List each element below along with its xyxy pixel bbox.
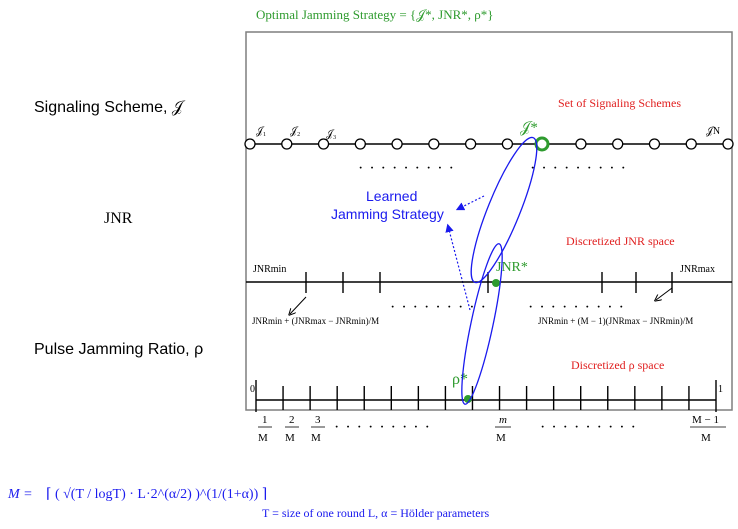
scheme-circle <box>354 138 366 150</box>
strategy-ellipse-lower <box>461 243 503 405</box>
jnr-ticks <box>305 272 673 293</box>
rho-frac-last-den: M <box>701 432 711 444</box>
pulse-jamming-ratio-label: Pulse Jamming Ratio, ρ <box>34 341 203 358</box>
optimal-jnr-label: JNR* <box>496 260 528 275</box>
rho-fraction-2: 2 M <box>285 414 299 444</box>
rho-frac-m-num: m <box>499 414 507 426</box>
rho-dots-right: · · · · · · · · · <box>540 419 637 436</box>
strategy-space-box <box>245 31 733 411</box>
signaling-scheme-label: Signaling Scheme, 𝒥 <box>34 99 186 116</box>
scheme-label-3: 𝒥₃ <box>326 129 336 140</box>
rho-start-label: 0 <box>250 384 255 395</box>
jnr-max-label: JNRmax <box>680 264 715 275</box>
optimal-rho-label: ρ* <box>452 371 468 388</box>
scheme-label-1: 𝒥₁ <box>256 126 266 137</box>
scheme-circle <box>685 138 697 150</box>
jnr-right-arrow <box>656 287 673 300</box>
rho-fraction-3: 3 M <box>311 414 325 444</box>
optimal-rho-marker <box>464 395 472 403</box>
jnr-first-step-formula: JNRmin + (JNRmax − JNRmin)/M <box>252 316 379 326</box>
scheme-label-2: 𝒥₂ <box>290 126 300 137</box>
jnr-label: JNR <box>104 210 133 227</box>
jnr-left-arrow <box>290 296 307 314</box>
optimal-scheme-marker <box>534 136 550 152</box>
rho-frac-2-num: 2 <box>289 414 295 426</box>
scheme-dots: · · · · · · · · · <box>358 160 455 177</box>
rho-fraction-1: 1 M <box>258 414 272 444</box>
rho-fraction-m: m M <box>495 414 511 444</box>
scheme-circle <box>612 138 624 150</box>
diagram-title: Optimal Jamming Strategy = {𝒥*, JNR*, ρ*… <box>256 7 493 22</box>
rho-frac-2-den: M <box>285 432 295 444</box>
rho-frac-last-num: M − 1 <box>692 414 719 426</box>
scheme-circle <box>244 138 256 150</box>
learned-label-line2: Jamming Strategy <box>331 206 444 222</box>
formula-note: T = size of one round L, α = Hölder para… <box>262 506 490 520</box>
scheme-circle <box>317 138 330 150</box>
scheme-circle <box>575 138 587 150</box>
rho-dots-left: · · · · · · · · · <box>334 419 431 436</box>
jnr-min-label: JNRmin <box>253 264 286 275</box>
jnr-space-label: Discretized JNR space <box>566 234 675 248</box>
scheme-dots-right: · · · · · · · · · <box>530 160 627 177</box>
rho-frac-m-den: M <box>496 432 506 444</box>
rho-frac-1-num: 1 <box>262 414 268 426</box>
scheme-circles <box>244 138 734 150</box>
rho-frac-1-den: M <box>258 432 268 444</box>
jnr-dots-right: · · · · · · · · · <box>528 299 625 316</box>
rho-space-label: Discretized ρ space <box>571 358 664 372</box>
scheme-circle <box>501 138 514 150</box>
set-of-schemes-label: Set of Signaling Schemes <box>558 96 681 110</box>
scheme-circle <box>391 138 403 150</box>
jnr-last-step-formula: JNRmin + (M − 1)(JNRmax − JNRmin)/M <box>538 316 693 326</box>
optimal-scheme-label: 𝒥* <box>520 120 538 136</box>
scheme-circle <box>648 138 661 150</box>
learned-arrow-rho <box>445 223 471 311</box>
scheme-label-last: 𝒥N <box>706 126 720 137</box>
jnr-dots-left: · · · · · · · · · <box>390 299 487 316</box>
rho-end-label: 1 <box>718 384 723 395</box>
rho-frac-3-num: 3 <box>315 414 321 426</box>
formula-body: ⌈ ( √(T / logT) · L·2^(α/2) )^(1/(1+α)) … <box>46 487 267 502</box>
formula-lhs: M = <box>7 487 33 502</box>
scheme-circle <box>428 138 440 150</box>
strategy-ellipse-upper <box>470 136 538 284</box>
rho-fraction-last: M − 1 M <box>690 414 726 444</box>
scheme-circle <box>281 138 293 150</box>
learned-label-line1: Learned <box>366 188 417 204</box>
optimal-jnr-marker <box>492 279 500 287</box>
rho-frac-3-den: M <box>311 432 321 444</box>
learned-arrow-scheme <box>455 195 485 211</box>
rho-ticks <box>255 380 717 412</box>
scheme-circle <box>722 138 734 150</box>
scheme-circle <box>464 138 477 150</box>
